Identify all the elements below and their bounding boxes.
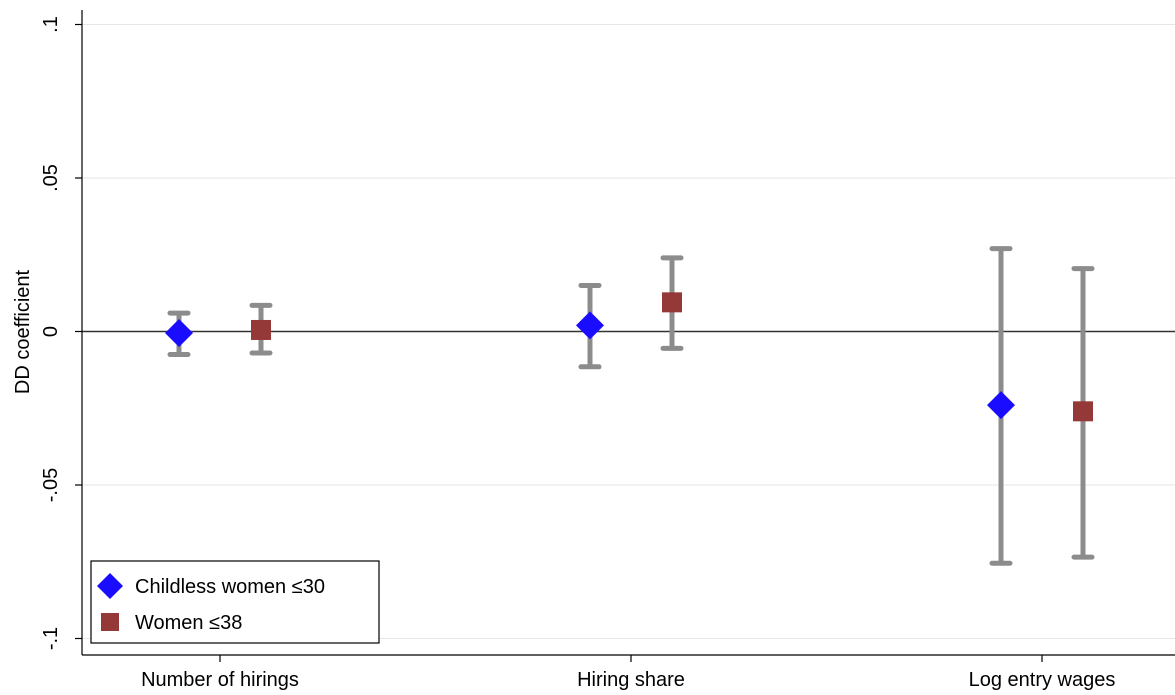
legend: Childless women ≤30 Women ≤38 (90, 560, 380, 644)
plot-frame (81, 10, 1175, 656)
square-marker (1073, 401, 1093, 422)
x-tick-label: Number of hirings (141, 669, 299, 691)
legend-box (90, 560, 380, 644)
y-tick-labels: -.1 -.05 0 .05 .1 (40, 16, 82, 650)
legend-label: Childless women ≤30 (135, 576, 325, 598)
legend-square-marker (101, 613, 119, 631)
square-marker (662, 292, 682, 313)
diamond-marker (576, 311, 604, 340)
point-markers (165, 292, 1093, 422)
square-marker (251, 319, 271, 340)
y-tick-label: -.05 (40, 468, 62, 502)
x-tick-labels: Number of hirings Hiring share Log entry w… (141, 655, 1115, 691)
diamond-marker (165, 319, 193, 348)
y-tick-label: .1 (40, 16, 62, 33)
legend-diamond-marker (97, 573, 123, 599)
x-tick-label: Log entry wages (969, 669, 1116, 691)
grid-lines (82, 24, 1175, 639)
ci-bars (167, 246, 1095, 566)
y-tick-label: 0 (40, 326, 62, 337)
y-tick-label: .05 (40, 164, 62, 192)
diamond-marker (987, 391, 1015, 420)
x-tick-label: Hiring share (577, 669, 685, 691)
legend-label: Women ≤38 (135, 612, 242, 634)
y-tick-label: -.1 (40, 627, 62, 650)
y-axis-title: DD coefficient (12, 269, 34, 394)
